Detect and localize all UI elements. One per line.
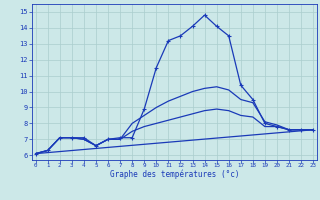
X-axis label: Graphe des températures (°c): Graphe des températures (°c) — [110, 170, 239, 179]
